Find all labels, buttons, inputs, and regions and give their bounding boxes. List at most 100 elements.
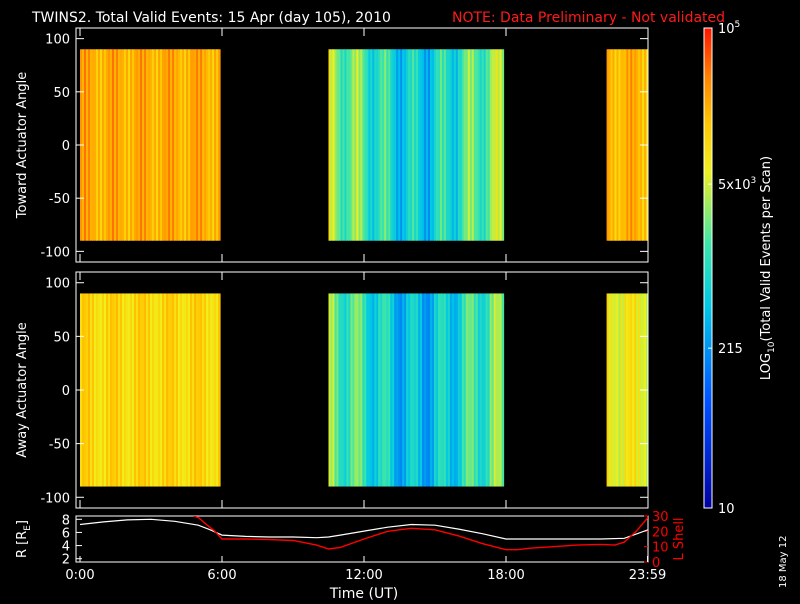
toward-cell — [86, 49, 89, 241]
away-cell — [218, 293, 221, 487]
colorbar-tick-base: 10 — [718, 22, 735, 37]
away-cell — [410, 293, 413, 487]
toward-cell — [174, 49, 177, 241]
toward-cell — [616, 49, 619, 241]
away-cell — [164, 293, 167, 487]
away-cell — [418, 293, 421, 487]
away-cell — [412, 293, 415, 487]
away-cell — [128, 293, 131, 487]
toward-cell — [441, 49, 445, 241]
colorbar-label-part: 10 — [767, 341, 777, 353]
away-cell — [422, 293, 425, 487]
toward-cell — [459, 49, 463, 241]
toward-cell — [182, 49, 185, 241]
toward-cell — [473, 49, 477, 241]
away-cell — [441, 293, 445, 487]
away-cell — [130, 293, 133, 487]
orbit-ytick-right-label: 10 — [652, 541, 669, 556]
toward-cell — [106, 49, 109, 241]
toward-block — [80, 49, 221, 241]
toward-cell — [336, 49, 339, 241]
toward-cell — [489, 49, 493, 241]
toward-cell — [180, 49, 183, 241]
away-cell — [168, 293, 171, 487]
toward-cell — [437, 49, 441, 241]
orbit-xtick-label: 12:00 — [345, 568, 382, 583]
toward-cell — [410, 49, 413, 241]
toward-cell — [214, 49, 217, 241]
toward-cell — [420, 49, 423, 241]
toward-cell — [334, 49, 337, 241]
away-cell — [104, 293, 107, 487]
away-cell — [154, 293, 157, 487]
away-cell — [374, 293, 377, 487]
toward-cell — [108, 49, 111, 241]
toward-cell — [98, 49, 101, 241]
orbit-ylabel-left-part: R [R — [15, 531, 30, 558]
toward-cell — [433, 49, 437, 241]
toward-cell — [156, 49, 159, 241]
away-cell — [136, 293, 139, 487]
toward-cell — [404, 49, 407, 241]
toward-cell — [402, 49, 405, 241]
away-cell — [204, 293, 207, 487]
away-cell — [346, 293, 349, 487]
toward-cell — [430, 49, 433, 241]
away-cell — [342, 293, 345, 487]
toward-cell — [332, 49, 335, 241]
away-cell — [443, 293, 447, 487]
toward-cell — [620, 49, 623, 241]
away-cell — [433, 293, 437, 487]
toward-cell — [192, 49, 195, 241]
toward-cell — [451, 49, 455, 241]
away-cell — [160, 293, 163, 487]
away-cell — [166, 293, 169, 487]
toward-cell — [120, 49, 123, 241]
away-ytick-label: 100 — [45, 277, 70, 292]
toward-cell — [408, 49, 411, 241]
toward-cell — [426, 49, 429, 241]
toward-cell — [330, 49, 333, 241]
toward-cell — [483, 49, 487, 241]
toward-cell — [110, 49, 113, 241]
toward-cell — [398, 49, 401, 241]
away-cell — [88, 293, 91, 487]
away-cell — [338, 293, 341, 487]
away-cell — [92, 293, 95, 487]
toward-cell — [194, 49, 197, 241]
toward-cell — [170, 49, 173, 241]
away-cell — [628, 293, 631, 487]
orbit-xlabel: Time (UT) — [329, 586, 398, 600]
radius-series-line — [79, 518, 648, 540]
away-cell — [200, 293, 203, 487]
away-cell — [192, 293, 195, 487]
toward-cell — [102, 49, 105, 241]
toward-cell — [118, 49, 121, 241]
colorbar-tick-base: 10 — [718, 502, 735, 517]
toward-cell — [445, 49, 449, 241]
away-cell — [94, 293, 97, 487]
away-cell — [489, 293, 493, 487]
away-cell — [501, 293, 505, 487]
toward-cell — [394, 49, 397, 241]
toward-cell — [358, 49, 361, 241]
toward-cell — [626, 49, 629, 241]
away-cell — [457, 293, 461, 487]
toward-cell — [610, 49, 613, 241]
away-cell — [354, 293, 357, 487]
away-cell — [430, 293, 433, 487]
toward-cell — [200, 49, 203, 241]
toward-cell — [178, 49, 181, 241]
away-cell — [428, 293, 431, 487]
away-cell — [84, 293, 87, 487]
away-cell — [178, 293, 181, 487]
away-cell — [372, 293, 375, 487]
away-cell — [610, 293, 613, 487]
colorbar-label: LOG10(Total Valid Events per Scan) — [759, 156, 777, 380]
orbit-xtick-label: 0:00 — [65, 568, 94, 583]
toward-cell — [164, 49, 167, 241]
toward-cell — [188, 49, 191, 241]
